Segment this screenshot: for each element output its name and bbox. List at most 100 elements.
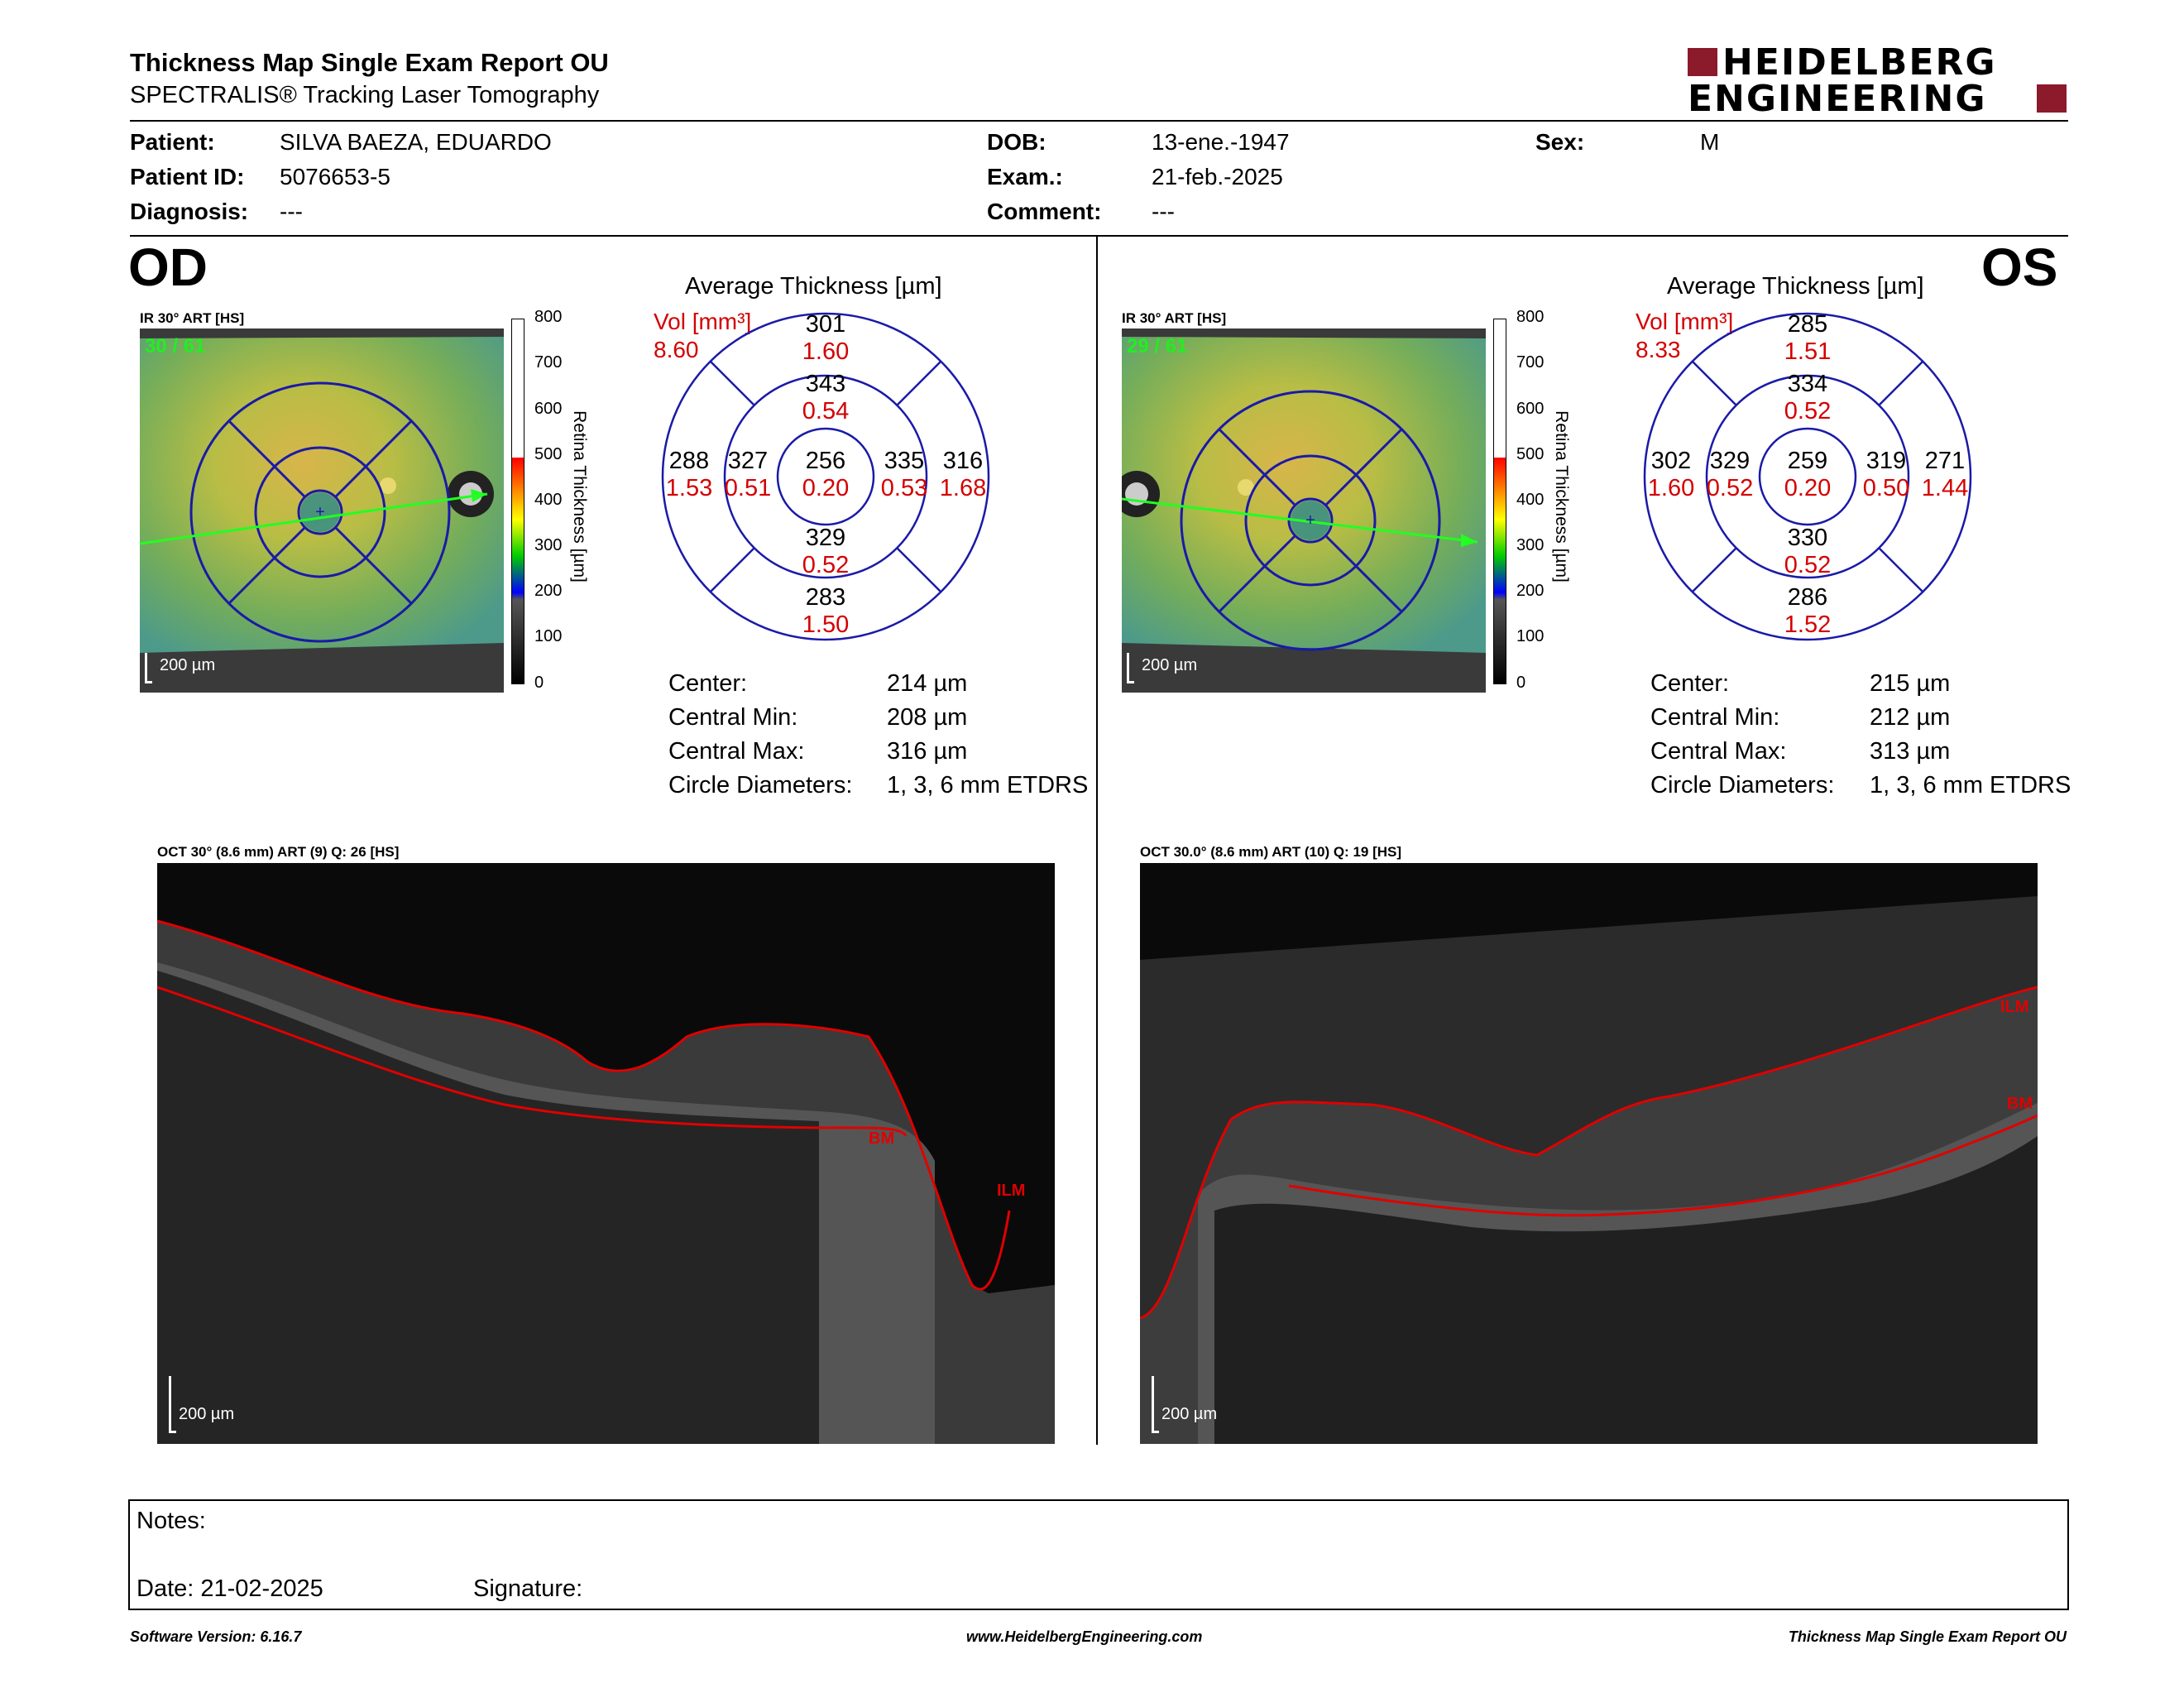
od-vol-value: 8.60 (654, 337, 699, 362)
os-oct-scan: ILM BM 200 µm (1140, 863, 2038, 1444)
od-colorbar-axis-label: Retina Thickness [µm] (570, 410, 589, 583)
comment-label: Comment: (987, 199, 1102, 224)
signature-label: Signature: (473, 1575, 583, 1602)
od-thickness-map: + 30 / 61 200 µm (139, 328, 504, 693)
os-tick-200: 200 (1516, 582, 1545, 600)
os-center-vol: 0.20 (1784, 475, 1832, 501)
os-inner-sup-vol: 0.52 (1784, 398, 1832, 424)
os-inner-right: 319 0.50 (1863, 448, 1909, 502)
footer-software: Software Version: 6.16.7 (130, 1628, 302, 1645)
od-stat-diam-value: 1, 3, 6 mm ETDRS (887, 772, 1089, 798)
od-scale-icon (145, 653, 152, 683)
os-outer-inf-thickness: 286 (1787, 584, 1828, 611)
od-tick-400: 400 (534, 491, 563, 509)
od-inner-inf: 329 0.52 (802, 525, 849, 579)
os-stat-center-label: Center: (1650, 670, 1730, 697)
od-outer-inf-vol: 1.50 (802, 611, 850, 638)
od-outer-sup-thickness: 301 (805, 311, 846, 338)
eye-label-os: OS (1981, 237, 2058, 297)
os-vol-value: 8.33 (1636, 337, 1681, 362)
os-inner-inf-thickness: 330 (1787, 525, 1828, 551)
od-stat-max-label: Central Max: (668, 738, 805, 765)
logo-square-bottom (2037, 84, 2067, 113)
os-center-thickness: 259 (1787, 448, 1828, 474)
exam-value: 21-feb.-2025 (1152, 164, 1283, 189)
os-inner-inf: 330 0.52 (1784, 525, 1831, 579)
od-inner-sup-thickness: 343 (805, 371, 846, 397)
os-scale-label: 200 µm (1142, 656, 1198, 674)
od-outer-left: 288 1.53 (666, 448, 712, 502)
os-tick-300: 300 (1516, 536, 1545, 554)
os-inner-sup-thickness: 334 (1787, 371, 1828, 397)
svg-text:+: + (315, 503, 325, 521)
od-tick-100: 100 (534, 627, 563, 645)
od-inner-left-thickness: 327 (727, 448, 769, 474)
os-outer-left-thickness: 302 (1650, 448, 1692, 474)
od-outer-inf-thickness: 283 (805, 584, 846, 611)
od-outer-sup: 301 1.60 (802, 311, 849, 366)
os-colorbar-axis-label: Retina Thickness [µm] (1552, 410, 1571, 583)
od-inner-inf-thickness: 329 (805, 525, 846, 551)
od-tick-300: 300 (534, 536, 563, 554)
os-scale-icon (1127, 653, 1134, 683)
os-center: 259 0.20 (1784, 448, 1831, 502)
os-avg-title: Average Thickness [µm] (1667, 273, 1924, 300)
os-oct-label: OCT 30.0° (8.6 mm) ART (10) Q: 19 [HS] (1140, 844, 1402, 860)
od-outer-left-vol: 1.53 (665, 475, 713, 501)
od-stat-center-value: 214 µm (887, 670, 968, 697)
eye-label-od: OD (128, 237, 208, 297)
od-oct-scale-icon (169, 1376, 176, 1433)
od-vol-label: Vol [mm³] (654, 309, 752, 334)
od-inner-right-thickness: 335 (884, 448, 925, 474)
os-stat-max-value: 313 µm (1870, 738, 1951, 765)
diagnosis-value: --- (280, 199, 303, 224)
os-stat-diam-value: 1, 3, 6 mm ETDRS (1870, 772, 2071, 798)
od-inner-left: 327 0.51 (725, 448, 771, 502)
os-outer-right: 271 1.44 (1922, 448, 1968, 502)
logo-line1: HEIDELBERG (1722, 41, 1997, 84)
od-tick-800: 800 (534, 308, 563, 326)
od-tick-600: 600 (534, 400, 563, 418)
od-stat-center-label: Center: (668, 670, 748, 697)
os-outer-sup: 285 1.51 (1784, 311, 1831, 366)
od-inner-right: 335 0.53 (881, 448, 927, 502)
os-tick-800: 800 (1516, 308, 1545, 326)
os-outer-inf-vol: 1.52 (1784, 611, 1832, 638)
od-outer-sup-vol: 1.60 (802, 338, 850, 365)
logo-square-top (1688, 48, 1717, 76)
od-ir-label: IR 30° ART [HS] (140, 310, 245, 326)
divider-vertical (1096, 237, 1098, 1445)
os-colorbar (1493, 319, 1506, 684)
sex-value: M (1700, 129, 1720, 155)
svg-text:+: + (1305, 511, 1315, 530)
os-tick-0: 0 (1516, 674, 1526, 692)
od-tick-200: 200 (534, 582, 563, 600)
os-bm-label: BM (2007, 1095, 2033, 1113)
od-outer-right: 316 1.68 (940, 448, 986, 502)
date-label: Date: 21-02-2025 (136, 1575, 323, 1602)
os-inner-right-thickness: 319 (1866, 448, 1907, 474)
os-outer-sup-vol: 1.51 (1784, 338, 1832, 365)
os-outer-inf: 286 1.52 (1784, 584, 1831, 639)
od-oct-label: OCT 30° (8.6 mm) ART (9) Q: 26 [HS] (157, 844, 400, 860)
os-thickness-map: + 29 / 61 200 µm (1114, 328, 1486, 693)
exam-label: Exam.: (987, 164, 1063, 189)
os-etdrs-chart: 285 1.51 334 0.52 259 0.20 329 0.52 319 0.50 … (1642, 311, 1973, 642)
od-etdrs-chart: 301 1.60 343 0.54 256 0.20 327 0.51 335 0.53 … (660, 311, 991, 642)
od-inner-left-vol: 0.51 (724, 475, 772, 501)
diagnosis-label: Diagnosis: (130, 199, 249, 224)
footer-website[interactable]: www.HeidelbergEngineering.com (966, 1628, 1203, 1645)
od-center-thickness: 256 (805, 448, 846, 474)
od-outer-left-thickness: 288 (668, 448, 710, 474)
os-outer-right-vol: 1.44 (1921, 475, 1969, 501)
notes-box[interactable]: Notes: Date: 21-02-2025 Signature: (128, 1499, 2069, 1610)
od-avg-title: Average Thickness [µm] (685, 273, 942, 300)
patient-value: SILVA BAEZA, EDUARDO (280, 129, 552, 155)
dob-value: 13-ene.-1947 (1152, 129, 1290, 155)
od-oct-scale-label: 200 µm (179, 1405, 235, 1423)
od-ilm-label: ILM (997, 1182, 1026, 1200)
od-oct-scan: ILM BM 200 µm (157, 863, 1055, 1444)
od-inner-sup: 343 0.54 (802, 371, 849, 425)
os-ir-label: IR 30° ART [HS] (1122, 310, 1227, 326)
od-inner-inf-vol: 0.52 (802, 552, 850, 578)
